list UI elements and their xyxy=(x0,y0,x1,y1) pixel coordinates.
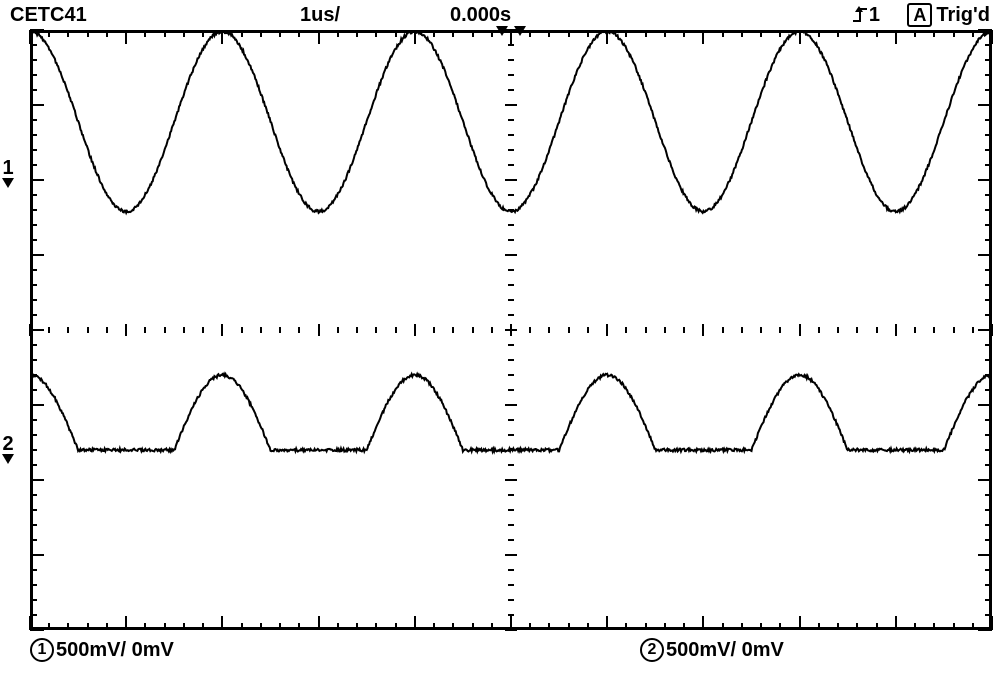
auto-mode-badge: A xyxy=(907,3,932,27)
caret-down-icon xyxy=(2,454,14,464)
caret-down-icon xyxy=(496,26,508,36)
channel-2-info: 2 500mV/ 0mV xyxy=(640,638,784,662)
trigger-edge-indicator: 1 xyxy=(853,4,880,27)
caret-down-icon xyxy=(514,26,526,36)
channel-1-scale-label: 500mV/ 0mV xyxy=(56,639,174,662)
timebase-label: 1us/ xyxy=(300,4,340,27)
channel-2-badge: 2 xyxy=(640,638,664,662)
trigger-source-label: 1 xyxy=(869,4,880,27)
channel-1-marker-label: 1 xyxy=(2,158,13,178)
channel-2-ground-marker: 2 xyxy=(2,434,14,464)
bottom-status-bar: 1 500mV/ 0mV 2 500mV/ 0mV xyxy=(0,630,1000,670)
delay-label: 0.000s xyxy=(450,4,511,27)
channel-2-scale-label: 500mV/ 0mV xyxy=(666,639,784,662)
oscilloscope-display: 1 2 xyxy=(30,30,992,630)
trigger-status-label: Trig'd xyxy=(936,4,990,27)
trigger-time-marker xyxy=(496,26,526,36)
brand-label: CETC41 xyxy=(10,4,87,27)
channel-1-info: 1 500mV/ 0mV xyxy=(30,638,174,662)
rising-edge-icon xyxy=(853,6,867,24)
trigger-status: A Trig'd xyxy=(907,3,990,27)
channel-1-badge: 1 xyxy=(30,638,54,662)
caret-down-icon xyxy=(2,178,14,188)
channel-1-ground-marker: 1 xyxy=(2,158,14,188)
channel-2-marker-label: 2 xyxy=(2,434,13,454)
